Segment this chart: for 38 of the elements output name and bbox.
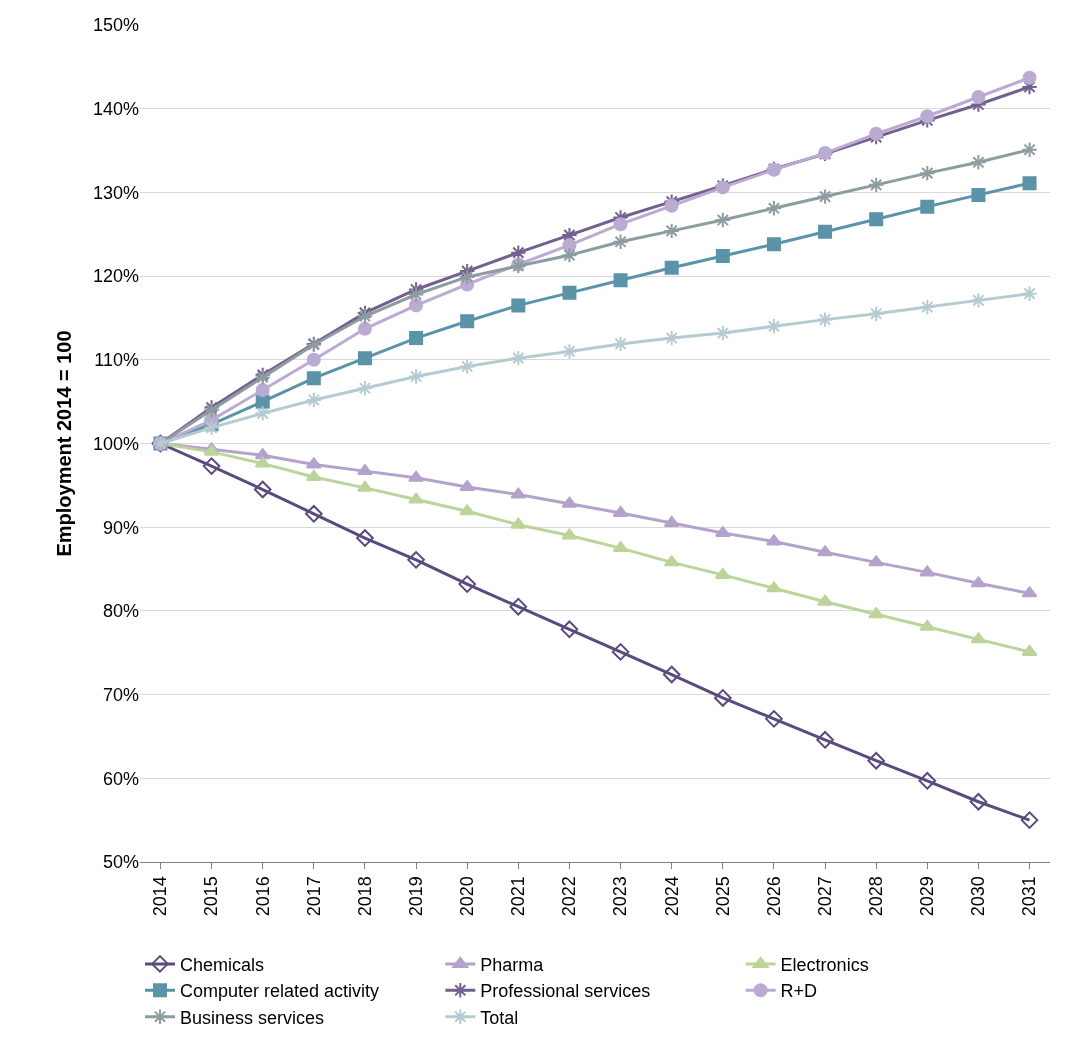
legend-label: Pharma bbox=[480, 954, 545, 975]
x-tick-label: 2014 bbox=[150, 876, 171, 917]
y-tick-label: 70% bbox=[102, 684, 139, 705]
y-tick-label: 80% bbox=[102, 601, 139, 622]
y-tick-label: 100% bbox=[92, 433, 139, 454]
y-tick-label: 90% bbox=[102, 517, 139, 538]
x-tick-label: 2028 bbox=[866, 876, 887, 917]
legend-label: Total bbox=[480, 1007, 519, 1028]
y-tick-label: 120% bbox=[92, 266, 139, 287]
x-tick-label: 2029 bbox=[917, 876, 938, 917]
y-axis-title: Employment 2014 = 100 bbox=[53, 330, 76, 557]
x-tick-label: 2015 bbox=[201, 876, 222, 917]
x-tick-label: 2026 bbox=[763, 876, 784, 917]
x-tick-label: 2016 bbox=[252, 876, 273, 917]
legend-label: Computer related activity bbox=[180, 981, 380, 1002]
x-tick-label: 2023 bbox=[610, 876, 631, 917]
x-tick-label: 2022 bbox=[559, 876, 580, 917]
x-tick-label: 2024 bbox=[661, 876, 682, 917]
x-tick-label: 2030 bbox=[968, 876, 989, 917]
y-tick-label: 130% bbox=[92, 182, 139, 203]
x-tick-label: 2020 bbox=[457, 876, 478, 917]
x-tick-label: 2019 bbox=[405, 876, 426, 917]
x-tick-label: 2027 bbox=[814, 876, 835, 917]
x-tick-label: 2018 bbox=[354, 876, 375, 917]
legend-label: Business services bbox=[180, 1007, 325, 1028]
y-tick-label: 60% bbox=[102, 768, 139, 789]
x-tick-label: 2031 bbox=[1019, 876, 1040, 917]
y-tick-label: 50% bbox=[102, 852, 139, 873]
legend-label: Chemicals bbox=[180, 954, 265, 975]
y-tick-label: 140% bbox=[92, 99, 139, 119]
y-tick-label: 110% bbox=[94, 350, 139, 371]
x-tick-label: 2025 bbox=[712, 876, 733, 917]
x-tick-label: 2021 bbox=[508, 876, 529, 917]
x-tick-label: 2017 bbox=[303, 876, 324, 917]
legend-label: Electronics bbox=[780, 954, 869, 975]
legend-label: R+D bbox=[780, 981, 818, 1002]
y-tick-label: 150% bbox=[92, 15, 139, 36]
legend-label: Professional services bbox=[480, 981, 651, 1002]
